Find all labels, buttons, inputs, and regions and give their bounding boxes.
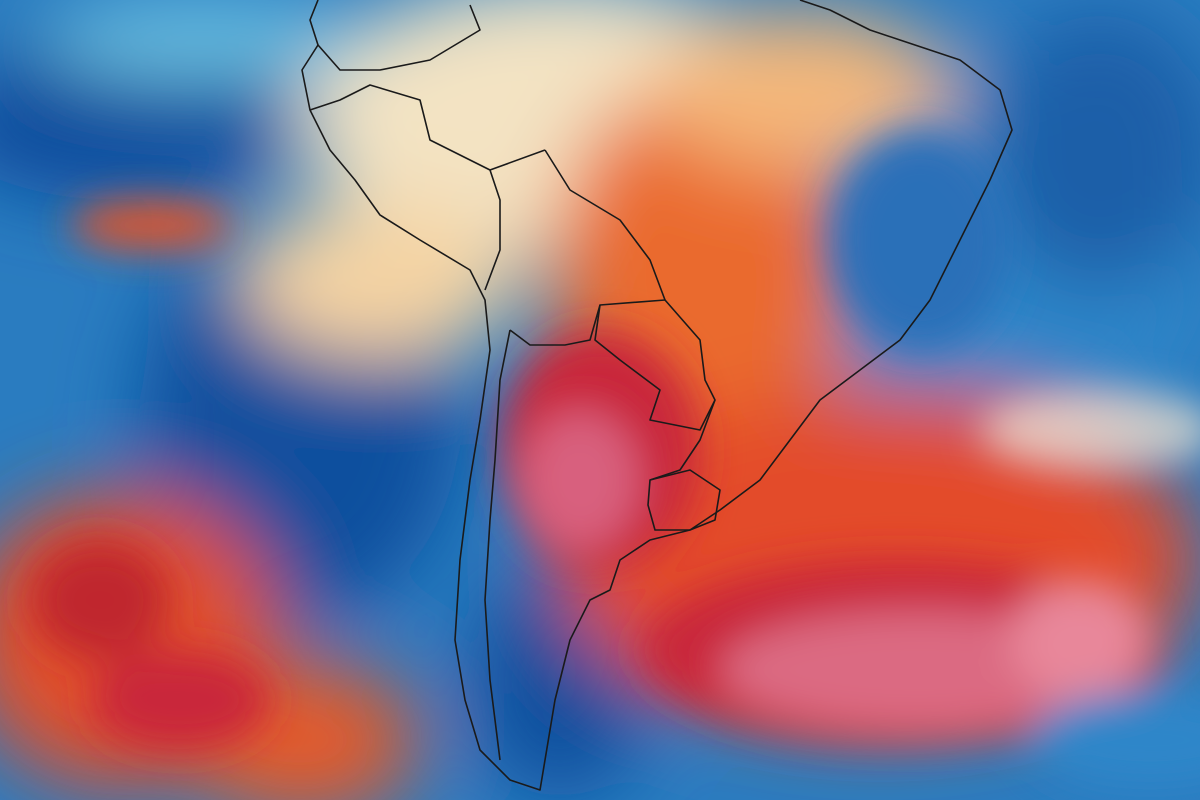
country-borders-visible [301, 0, 1013, 791]
continent-outline [301, 0, 1013, 791]
border-ecuador-peru [309, 84, 546, 171]
border-argentina-brazil [649, 399, 716, 481]
border-uruguay [647, 469, 721, 531]
border-colombia [317, 4, 481, 71]
border-chile-argentina [484, 329, 511, 761]
border-paraguay [594, 299, 716, 431]
border-peru-bolivia [484, 169, 501, 291]
border-bolivia [509, 149, 666, 346]
